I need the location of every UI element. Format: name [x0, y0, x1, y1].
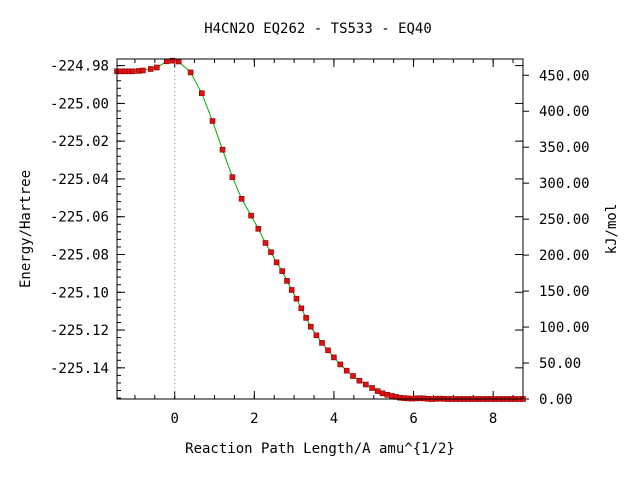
y2-tick-label: 0.00	[539, 392, 573, 408]
energy-curve	[117, 60, 523, 400]
y-tick-label: -225.02	[50, 134, 109, 150]
x-tick-label: 8	[489, 411, 497, 427]
data-point	[273, 259, 280, 266]
data-point	[248, 212, 254, 219]
data-point	[154, 64, 160, 71]
y-tick-label: -225.10	[50, 285, 109, 301]
data-point	[209, 118, 216, 124]
data-point	[238, 196, 245, 202]
data-point	[331, 354, 337, 361]
data-point	[164, 58, 170, 65]
y-axis-label: Energy/Hartree	[18, 170, 34, 288]
data-point	[384, 391, 391, 398]
data-point	[337, 361, 344, 368]
y2-tick-label: 350.00	[539, 140, 590, 156]
data-point	[229, 174, 236, 180]
y-tick-label: -225.14	[50, 361, 109, 377]
data-point	[219, 146, 226, 153]
data-point	[140, 67, 146, 74]
data-point	[293, 295, 300, 302]
y-tick-label: -225.00	[50, 96, 109, 112]
data-point	[325, 347, 331, 354]
data-point	[262, 240, 269, 246]
y2-tick-label: 150.00	[539, 284, 590, 300]
data-point	[130, 68, 136, 75]
y2-tick-label: 300.00	[539, 176, 590, 192]
data-point	[374, 388, 381, 394]
chart-title: H4CN2O EQ262 - TS533 - EQ40	[204, 21, 432, 37]
y2-tick-label: 100.00	[539, 320, 590, 336]
data-point	[175, 58, 182, 65]
data-point	[369, 385, 375, 391]
x-tick-label: 4	[330, 411, 338, 427]
y2-tick-label: 200.00	[539, 248, 590, 264]
data-point	[199, 90, 205, 96]
data-point	[279, 268, 286, 274]
data-point	[350, 373, 356, 379]
data-point	[319, 340, 325, 346]
x-axis-label: Reaction Path Length/A amu^{1/2}	[185, 441, 455, 457]
axis-ticks: -224.98 -225.00 -225.02 -225.04 -225.06 -225.…	[50, 59, 590, 427]
data-point	[356, 377, 363, 384]
y2-tick-label: 50.00	[539, 356, 581, 372]
x-tick-label: 0	[170, 411, 178, 427]
data-point	[187, 69, 194, 76]
data-point	[268, 249, 274, 255]
data-point	[379, 390, 386, 397]
y2-tick-label: 450.00	[539, 68, 590, 84]
y-tick-label: -225.06	[50, 210, 109, 226]
y2-axis-label: kJ/mol	[604, 204, 620, 255]
y2-tick-label: 400.00	[539, 104, 590, 120]
data-point	[148, 66, 154, 72]
data-point	[307, 323, 314, 330]
data-point	[303, 314, 309, 321]
y-tick-label: -225.04	[50, 172, 109, 188]
data-point	[313, 332, 320, 339]
data-point	[284, 278, 290, 284]
data-point	[362, 381, 369, 388]
y-tick-label: -224.98	[50, 59, 109, 75]
x-tick-label: 2	[250, 411, 258, 427]
data-point	[169, 57, 176, 64]
y-tick-label: -225.12	[50, 323, 109, 339]
data-points	[114, 57, 526, 402]
data-point	[255, 226, 262, 232]
y2-tick-label: 250.00	[539, 212, 590, 228]
data-point	[288, 287, 295, 293]
y-tick-label: -225.08	[50, 248, 109, 264]
data-point	[298, 305, 305, 312]
plot-frame	[116, 58, 524, 400]
data-point	[343, 367, 350, 374]
x-tick-label: 6	[409, 411, 417, 427]
